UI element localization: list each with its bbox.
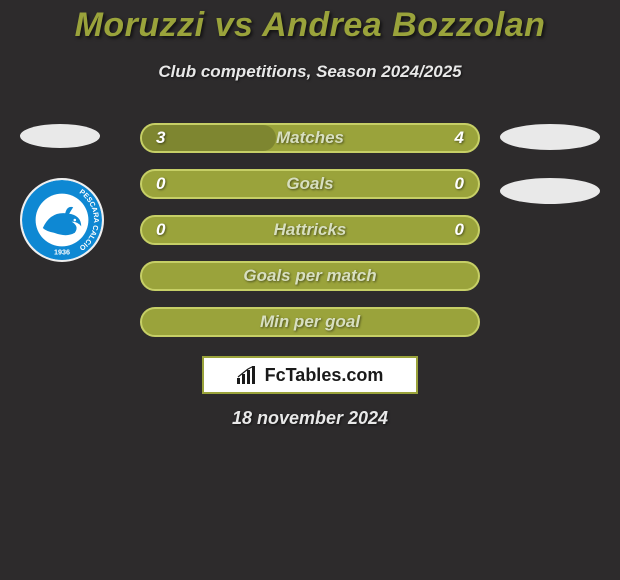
- attribution-text: FcTables.com: [265, 365, 384, 386]
- left-club-logo: PESCARA CALCIO 1936: [20, 178, 104, 262]
- stat-row: Hattricks0 0: [140, 215, 480, 245]
- subtitle: Club competitions, Season 2024/2025: [0, 62, 620, 82]
- stat-row: Matches3 4: [140, 123, 480, 153]
- right-player-placeholder: [500, 124, 600, 150]
- stat-row-left-value: 3: [156, 125, 165, 151]
- left-player-placeholder: [20, 124, 100, 148]
- stat-row: Min per goal: [140, 307, 480, 337]
- stat-row-label: Goals per match: [142, 263, 478, 289]
- stat-row-left-value: 0: [156, 217, 165, 243]
- page-title: Moruzzi vs Andrea Bozzolan: [0, 6, 620, 45]
- attribution-badge: FcTables.com: [202, 356, 418, 394]
- stat-row-label: Min per goal: [142, 309, 478, 335]
- pescara-logo-svg: PESCARA CALCIO 1936: [22, 180, 102, 260]
- stat-row-right-value: 0: [455, 217, 464, 243]
- stat-row-label: Goals: [142, 171, 478, 197]
- stat-row-right-value: 4: [455, 125, 464, 151]
- infographic-date: 18 november 2024: [0, 408, 620, 429]
- stat-row-right-value: 0: [455, 171, 464, 197]
- stat-row: Goals0 0: [140, 169, 480, 199]
- bars-icon: [237, 366, 259, 384]
- stat-row-label: Matches: [142, 125, 478, 151]
- comparison-infographic: Moruzzi vs Andrea Bozzolan Club competit…: [0, 0, 620, 580]
- right-club-placeholder: [500, 178, 600, 204]
- stat-row-label: Hattricks: [142, 217, 478, 243]
- svg-text:1936: 1936: [54, 247, 70, 256]
- stat-row-left-value: 0: [156, 171, 165, 197]
- stat-row: Goals per match: [140, 261, 480, 291]
